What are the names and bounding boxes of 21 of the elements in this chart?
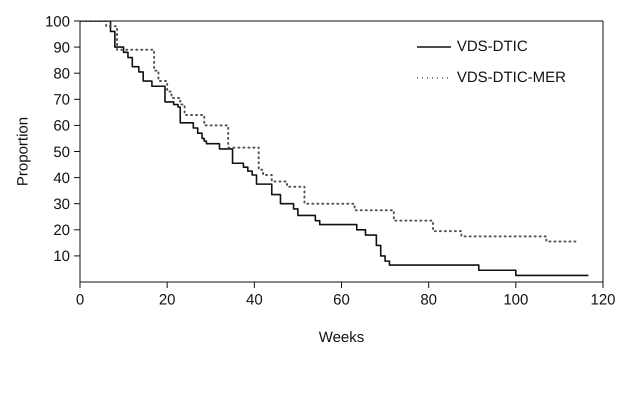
y-tick-label: 20 bbox=[53, 222, 70, 240]
y-axis-title: Proportion bbox=[14, 116, 32, 186]
y-tick-label: 100 bbox=[44, 13, 70, 30]
legend-label: VDS-DTIC-MER bbox=[456, 69, 566, 86]
x-tick-label: 60 bbox=[333, 292, 350, 309]
y-tick-label: 90 bbox=[53, 39, 70, 56]
y-tick-label: 50 bbox=[53, 144, 70, 161]
x-tick-label: 80 bbox=[420, 292, 438, 309]
x-tick-label: 40 bbox=[246, 292, 263, 309]
x-tick-label: 0 bbox=[76, 292, 84, 309]
legend-label: VDS-DTIC bbox=[456, 38, 528, 55]
x-tick-label: 120 bbox=[590, 292, 616, 309]
x-tick-label: 100 bbox=[503, 292, 528, 309]
x-tick-label: 20 bbox=[158, 292, 176, 309]
y-tick-label: 70 bbox=[53, 92, 70, 109]
x-axis-title: Weeks bbox=[318, 329, 364, 346]
y-tick-label: 80 bbox=[53, 66, 70, 83]
y-tick-label: 10 bbox=[53, 248, 70, 266]
y-tick-label: 40 bbox=[53, 170, 70, 187]
y-tick-label: 60 bbox=[53, 118, 70, 135]
y-tick-label: 30 bbox=[53, 196, 70, 214]
